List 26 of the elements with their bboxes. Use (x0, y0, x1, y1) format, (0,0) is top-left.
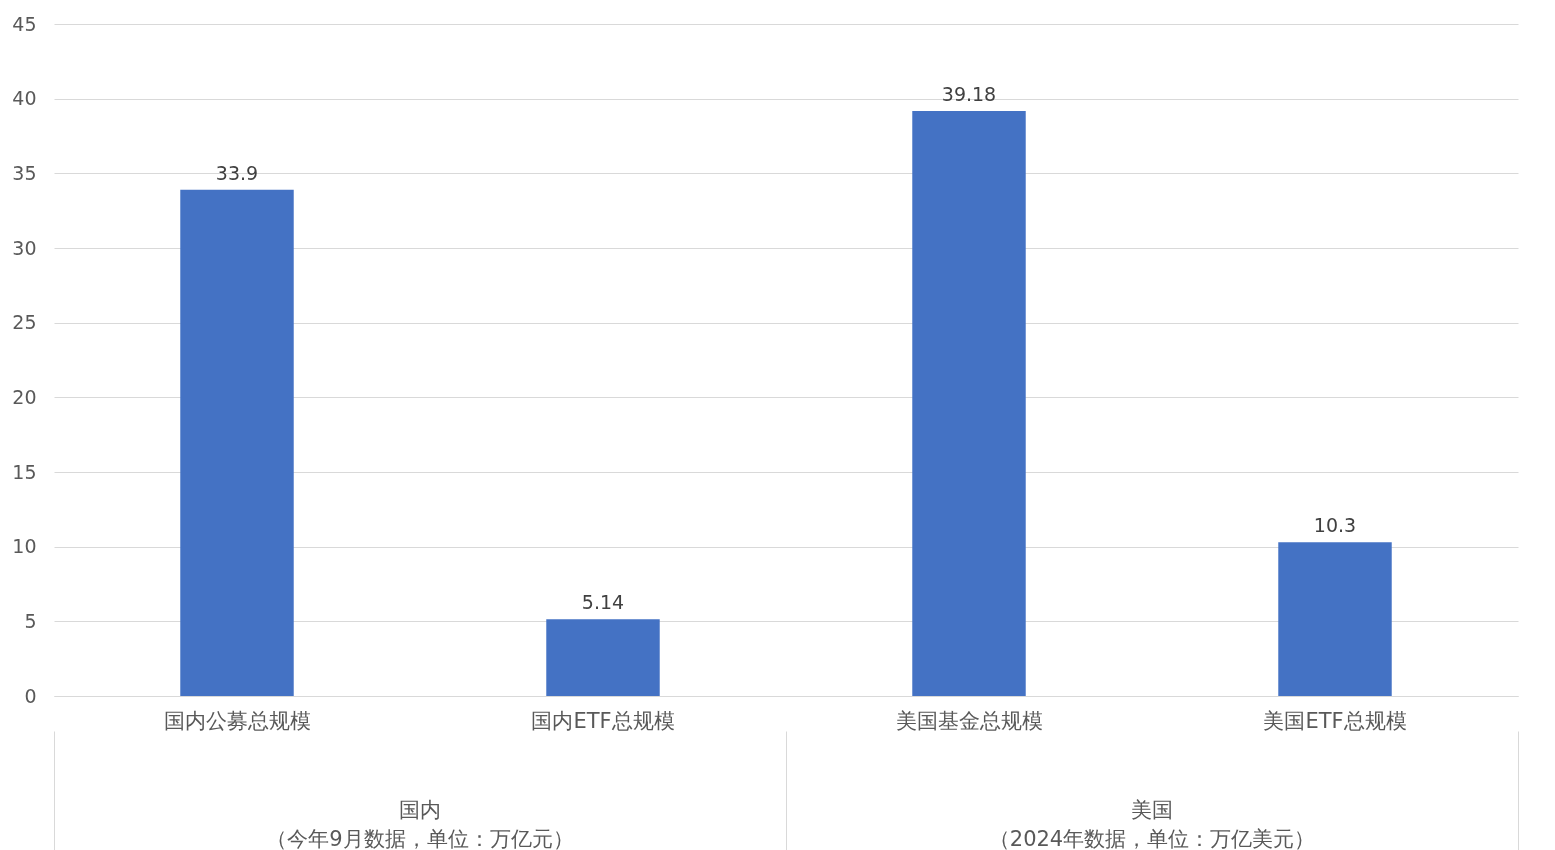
y-tick-label: 0 (24, 684, 37, 707)
y-tick-label: 10 (12, 535, 37, 558)
bar (912, 110, 1026, 696)
x-tick-label: 国内ETF总规模 (531, 708, 675, 733)
data-label: 10.3 (1313, 514, 1357, 537)
y-tick-label: 40 (12, 87, 37, 110)
bar (180, 189, 294, 696)
y-tick-label: 15 (12, 460, 37, 483)
y-tick-label: 45 (12, 12, 37, 35)
data-label: 39.18 (941, 82, 997, 105)
data-label: 33.9 (215, 161, 259, 184)
x-tick-label: 国内公募总规模 (163, 708, 311, 733)
text: （今年9月数据，单位：万亿元） (266, 827, 574, 850)
y-tick-label: 20 (12, 385, 37, 408)
x-tick-label: 美国基金总规模 (895, 708, 1043, 733)
y-tick-label: 5 (24, 609, 37, 632)
bar (1278, 542, 1392, 696)
x-tick-label: 美国ETF总规模 (1263, 708, 1407, 733)
bar (546, 619, 660, 696)
y-tick-label: 25 (12, 311, 37, 334)
y-tick-label: 30 (12, 236, 37, 259)
text: 美国 (1131, 798, 1173, 822)
data-label: 5.14 (581, 591, 625, 614)
text: （2024年数据，单位：万亿美元） (988, 827, 1316, 850)
text: 国内 (399, 798, 441, 822)
y-tick-label: 35 (12, 161, 37, 184)
